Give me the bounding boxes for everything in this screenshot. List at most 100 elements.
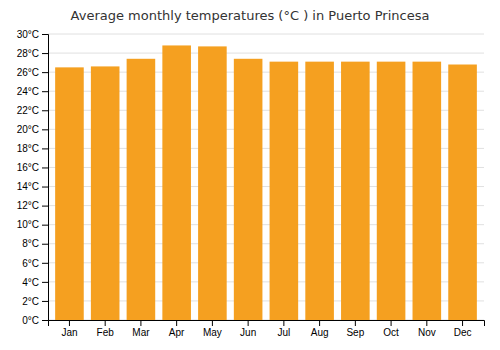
y-tick-label: 4°C [22,277,39,288]
y-tick: 8°C [22,238,48,249]
bar [413,62,442,320]
x-tick: Mar [132,320,150,338]
grid [48,34,484,320]
y-tick: 10°C [17,219,48,230]
bar [55,67,84,320]
x-tick: Jun [240,320,256,338]
x-tick-label: Dec [454,327,472,338]
y-tick-label: 12°C [17,200,39,211]
chart-svg: 0°C 2°C 4°C 6°C 8°C 10°C 12°C 14°C 16°C 18°C 20°C 2… [0,0,500,350]
y-tick-label: 28°C [17,48,39,59]
y-tick-label: 20°C [17,124,39,135]
y-tick-mark [42,320,48,321]
x-tick-mark [248,320,249,326]
y-tick-label: 0°C [22,315,39,326]
x-tick-label: Oct [383,327,399,338]
y-tick: 18°C [17,143,48,154]
bar [234,59,263,320]
x-tick-mark [391,320,392,326]
y-tick-mark [42,187,48,188]
x-tick: Dec [454,320,472,338]
x-tick-mark [176,320,177,326]
y-tick-mark [42,91,48,92]
x-tick: Feb [97,320,115,338]
y-tick-mark [42,72,48,73]
bar [127,59,156,320]
y-tick: 20°C [17,124,48,135]
y-tick-mark [42,225,48,226]
x-tick-mark [140,320,141,326]
bar [305,62,334,320]
y-tick-label: 24°C [17,86,39,97]
x-tick: Nov [418,320,436,338]
x-tick-mark [355,320,356,326]
y-tick-mark [42,263,48,264]
y-tick-mark [42,53,48,54]
x-tick-label: Jan [61,327,77,338]
x-axis-line [49,321,485,327]
bars [55,45,477,320]
y-tick-label: 22°C [17,105,39,116]
y-tick: 24°C [17,86,48,97]
y-tick: 4°C [22,277,48,288]
x-tick-mark [69,320,70,326]
bar [448,65,477,320]
x-tick-label: Feb [97,327,115,338]
x-tick: Jul [277,320,290,338]
y-tick: 26°C [17,67,48,78]
x-axis: Jan Feb Mar Apr May Jun Jul Aug Sep Oct Nov Dec [49,320,485,338]
y-tick-label: 30°C [17,29,39,40]
y-tick-mark [42,206,48,207]
x-tick-label: Aug [311,327,329,338]
y-tick-mark [42,129,48,130]
y-tick-mark [42,110,48,111]
title: Average monthly temperatures (°C ) in Pu… [71,8,430,23]
x-tick: Apr [169,320,185,338]
x-tick: Aug [311,320,329,338]
y-tick: 28°C [17,48,48,59]
x-tick-label: Sep [346,327,364,338]
y-tick-mark [42,301,48,302]
x-tick: May [203,320,222,338]
y-tick-mark [42,148,48,149]
y-tick-mark [42,244,48,245]
bar [198,46,227,320]
x-tick-label: Jun [240,327,256,338]
bar [341,62,370,320]
y-tick: 16°C [17,162,48,173]
bar [162,45,191,320]
x-tick-mark [212,320,213,326]
y-tick: 30°C [17,29,48,40]
y-tick-label: 8°C [22,238,39,249]
x-tick: Sep [346,320,364,338]
y-tick: 2°C [22,296,48,307]
y-tick-mark [42,167,48,168]
bar [270,62,299,320]
x-tick-label: May [203,327,222,338]
y-tick: 0°C [22,315,48,326]
y-tick-label: 2°C [22,296,39,307]
y-tick-label: 10°C [17,219,39,230]
x-tick-mark [283,320,284,326]
x-tick: Oct [383,320,399,338]
x-tick-label: Nov [418,327,436,338]
y-axis: 0°C 2°C 4°C 6°C 8°C 10°C 12°C 14°C 16°C 18°C 20°C 2… [17,29,49,326]
x-tick-mark [105,320,106,326]
y-tick-mark [42,34,48,35]
grid-line [48,34,484,35]
y-tick-label: 14°C [17,181,39,192]
x-tick-label: Mar [132,327,150,338]
x-tick-mark [426,320,427,326]
plot: 0°C 2°C 4°C 6°C 8°C 10°C 12°C 14°C 16°C 18°C 20°C 2… [17,29,485,338]
y-tick-label: 6°C [22,258,39,269]
y-tick: 22°C [17,105,48,116]
y-tick-mark [42,282,48,283]
grid-line [48,53,484,54]
y-tick: 6°C [22,258,48,269]
x-tick-label: Apr [169,327,185,338]
x-tick-label: Jul [277,327,290,338]
y-tick-label: 26°C [17,67,39,78]
y-tick-label: 18°C [17,143,39,154]
x-tick-mark [462,320,463,326]
y-tick-label: 16°C [17,162,39,173]
